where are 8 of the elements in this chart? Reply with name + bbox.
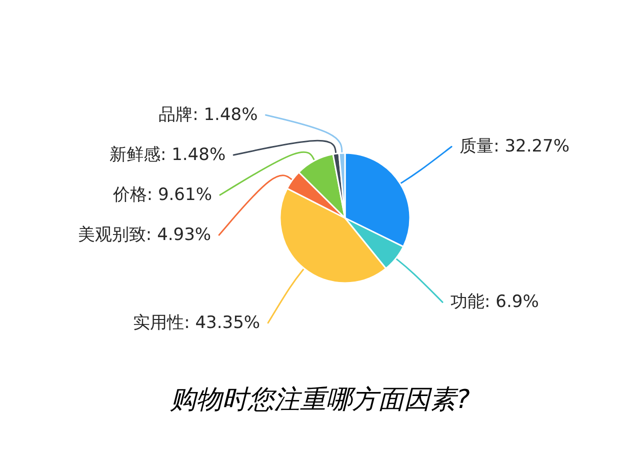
- slice-label: 价格: 9.61%: [112, 185, 212, 205]
- text: 购物时您注重哪方面因素?: [170, 385, 470, 415]
- slice-label: 功能: 6.9%: [450, 292, 539, 312]
- slice-label: 质量: 32.27%: [460, 136, 570, 157]
- slice-label: 新鲜感: 1.48%: [109, 145, 226, 165]
- slice-label: 实用性: 43.35%: [133, 312, 260, 333]
- slice-label: 品牌: 1.48%: [158, 105, 258, 125]
- slice-label: 美观别致: 4.93%: [78, 225, 212, 245]
